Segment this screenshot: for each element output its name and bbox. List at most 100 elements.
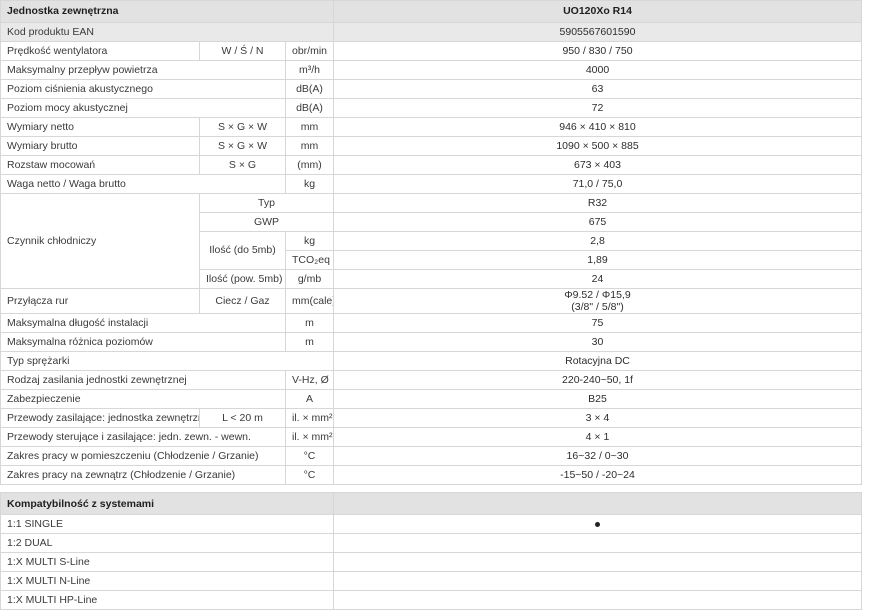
- row-label-indoor-range: Zakres pracy w pomieszczeniu (Chłodzenie…: [0, 446, 286, 467]
- row-unit-refrigerant-tco2eq: TCO₂eq: [285, 250, 334, 270]
- table-row: Ilość (do 5mb) kg 2,8: [1, 231, 862, 270]
- row-value-compat-2: [333, 552, 863, 573]
- row-unit-pipe-connections: mm(cale): [285, 287, 334, 315]
- table-row: 1:2 DUAL: [0, 533, 863, 554]
- row-label-compat-1: 1:2 DUAL: [0, 533, 335, 554]
- row-label-compat-3: 1:X MULTI N-Line: [0, 571, 335, 592]
- table-row: Zakres pracy w pomieszczeniu (Chłodzenie…: [0, 446, 862, 467]
- row-value-control-cables: 4 × 1: [333, 427, 862, 448]
- section-header-compatibility-blank: [333, 492, 863, 516]
- section-title-compatibility: Kompatybilność z systemami: [0, 492, 335, 516]
- row-value-compressor-type: Rotacyjna DC: [333, 351, 862, 372]
- table-row: Czynnik chłodniczy Typ R32: [0, 193, 862, 289]
- row-unit-power-cables: il. × mm²: [285, 408, 334, 429]
- outdoor-unit-table: Jednostka zewnętrzna UO120Xo R14 Kod pro…: [0, 0, 862, 486]
- pipe-connections-line-1: Φ9.52 / Φ15,9: [564, 289, 631, 301]
- row-mid-pipe-connections: Ciecz / Gaz: [199, 287, 286, 315]
- row-value-pipe-connections: Φ9.52 / Φ15,9 (3/8" / 5/8"): [333, 287, 862, 315]
- row-label-max-pipe-length: Maksymalna długość instalacji: [0, 313, 286, 334]
- section-title-outdoor-unit: Jednostka zewnętrzna: [0, 0, 334, 23]
- row-label-fan-speed: Prędkość wentylatora: [0, 41, 200, 61]
- row-mid-refrigerant-gwp: GWP: [199, 212, 334, 232]
- row-value-refrigerant-tco2eq: 1,89: [333, 250, 862, 270]
- row-label-refrigerant: Czynnik chłodniczy: [0, 193, 200, 289]
- row-label-control-cables: Przewody sterujące i zasilające: jedn. z…: [0, 427, 286, 448]
- row-unit-weight: kg: [285, 174, 334, 194]
- row-mid-refrigerant-amount-to5m: Ilość (do 5mb): [199, 231, 286, 270]
- table-row: Maksymalny przepływ powietrza m³/h 4000: [0, 60, 862, 80]
- row-label-sound-pressure: Poziom ciśnienia akustycznego: [0, 79, 286, 99]
- table-row: Przyłącza rur Ciecz / Gaz mm(cale) Φ9.52…: [0, 287, 862, 315]
- table-row: Ilość (pow. 5mb) g/mb 24: [1, 269, 862, 289]
- row-value-protection: B25: [333, 389, 862, 410]
- row-mid-refrigerant-type: Typ: [199, 193, 334, 213]
- supported-dot-icon: [595, 522, 601, 528]
- row-value-compat-0: [333, 514, 863, 535]
- table-row: Przewody zasilające: jednostka zewnętrzn…: [0, 408, 862, 429]
- row-value-max-airflow: 4000: [333, 60, 862, 80]
- row-unit-max-airflow: m³/h: [285, 60, 334, 80]
- pipe-connections-line-2: (3/8" / 5/8"): [571, 301, 624, 314]
- row-label-sound-power: Poziom mocy akustycznej: [0, 98, 286, 118]
- table-row: GWP 675: [1, 212, 862, 232]
- row-mid-gross-dimensions: S × G × W: [199, 136, 286, 156]
- table-row: Przewody sterujące i zasilające: jedn. z…: [0, 427, 862, 448]
- row-label-mounting-spacing: Rozstaw mocowań: [0, 155, 200, 175]
- table-row: Maksymalna długość instalacji m 75: [0, 313, 862, 334]
- row-value-indoor-range: 16~32 / 0~30: [333, 446, 862, 467]
- row-value-refrigerant-gwp: 675: [333, 212, 862, 232]
- row-value-compat-1: [333, 533, 863, 554]
- table-row-section-header: Jednostka zewnętrzna UO120Xo R14: [0, 0, 862, 23]
- row-label-gross-dimensions: Wymiary brutto: [0, 136, 200, 156]
- row-label-compressor-type: Typ sprężarki: [0, 351, 334, 372]
- row-value-gross-dimensions: 1090 × 500 × 885: [333, 136, 862, 156]
- table-row: Poziom ciśnienia akustycznego dB(A) 63: [0, 79, 862, 99]
- row-value-compat-4: [333, 590, 863, 610]
- row-mid-net-dimensions: S × G × W: [199, 117, 286, 137]
- row-unit-max-level-difference: m: [285, 332, 334, 353]
- row-value-refrigerant-amount-over5m: 24: [333, 269, 862, 289]
- row-mid-refrigerant-amount-over5m: Ilość (pow. 5mb): [199, 269, 286, 289]
- row-value-weight: 71,0 / 75,0: [333, 174, 862, 194]
- row-value-power-cables: 3 × 4: [333, 408, 862, 429]
- row-unit-control-cables: il. × mm²: [285, 427, 334, 448]
- table-row: 1:X MULTI HP-Line: [0, 590, 863, 610]
- row-value-sound-pressure: 63: [333, 79, 862, 99]
- row-value-max-pipe-length: 75: [333, 313, 862, 334]
- table-row: Typ sprężarki Rotacyjna DC: [0, 351, 862, 372]
- row-label-power-supply: Rodzaj zasilania jednostki zewnętrznej: [0, 370, 286, 391]
- row-unit-fan-speed: obr/min: [285, 41, 334, 61]
- row-value-refrigerant-kg: 2,8: [333, 231, 862, 251]
- table-row: Poziom mocy akustycznej dB(A) 72: [0, 98, 862, 118]
- table-row: 1:1 SINGLE: [0, 514, 863, 535]
- row-mid-fan-speed: W / Ś / N: [199, 41, 286, 61]
- row-value-mounting-spacing: 673 × 403: [333, 155, 862, 175]
- row-value-ean: 5905567601590: [333, 22, 862, 42]
- row-unit-max-pipe-length: m: [285, 313, 334, 334]
- row-label-power-cables: Przewody zasilające: jednostka zewnętrzn…: [0, 408, 200, 429]
- table-row: Prędkość wentylatora W / Ś / N obr/min 9…: [0, 41, 862, 61]
- row-unit-protection: A: [285, 389, 334, 410]
- row-unit-gross-dimensions: mm: [285, 136, 334, 156]
- row-label-protection: Zabezpieczenie: [0, 389, 286, 410]
- row-unit-net-dimensions: mm: [285, 117, 334, 137]
- row-value-sound-power: 72: [333, 98, 862, 118]
- table-row: Zakres pracy na zewnątrz (Chłodzenie / G…: [0, 465, 862, 486]
- row-value-power-supply: 220-240~50, 1f: [333, 370, 862, 391]
- table-row: TCO₂eq 1,89: [1, 250, 862, 270]
- table-row: Rodzaj zasilania jednostki zewnętrznej V…: [0, 370, 862, 391]
- row-unit-refrigerant-amount-over5m: g/mb: [285, 269, 334, 289]
- row-unit-power-supply: V-Hz, Ø: [285, 370, 334, 391]
- table-row-section-header: Kompatybilność z systemami: [0, 492, 863, 516]
- table-row: 1:X MULTI S-Line: [0, 552, 863, 573]
- row-label-weight: Waga netto / Waga brutto: [0, 174, 286, 194]
- row-label-ean: Kod produktu EAN: [0, 22, 334, 42]
- row-label-pipe-connections: Przyłącza rur: [0, 287, 200, 315]
- row-unit-sound-power: dB(A): [285, 98, 334, 118]
- table-row: 1:X MULTI N-Line: [0, 571, 863, 592]
- row-value-outdoor-range: -15~50 / -20~24: [333, 465, 862, 486]
- row-value-max-level-difference: 30: [333, 332, 862, 353]
- row-label-outdoor-range: Zakres pracy na zewnątrz (Chłodzenie / G…: [0, 465, 286, 486]
- row-label-compat-0: 1:1 SINGLE: [0, 514, 335, 535]
